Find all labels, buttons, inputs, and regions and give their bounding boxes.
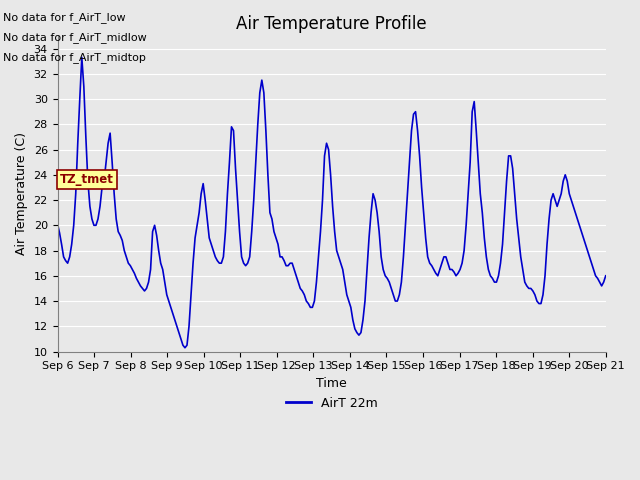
- Text: No data for f_AirT_low: No data for f_AirT_low: [3, 12, 126, 23]
- Legend: AirT 22m: AirT 22m: [281, 392, 383, 415]
- Y-axis label: Air Temperature (C): Air Temperature (C): [15, 132, 28, 255]
- X-axis label: Time: Time: [316, 377, 347, 390]
- Text: No data for f_AirT_midlow: No data for f_AirT_midlow: [3, 32, 147, 43]
- Text: No data for f_AirT_midtop: No data for f_AirT_midtop: [3, 52, 146, 63]
- Title: Air Temperature Profile: Air Temperature Profile: [236, 15, 427, 33]
- Text: TZ_tmet: TZ_tmet: [60, 173, 114, 186]
